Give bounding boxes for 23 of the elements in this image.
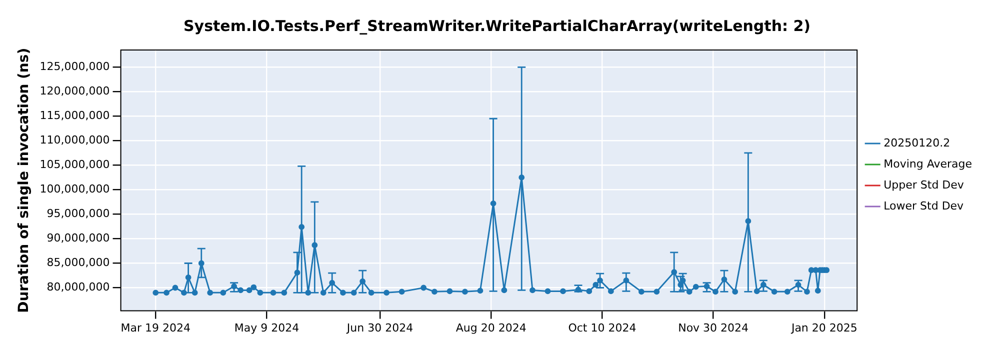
x-tick-label: Jun 30 2024 — [346, 321, 414, 334]
legend-label: 20250120.2 — [884, 136, 950, 150]
y-tick-label: 125,000,000 — [40, 60, 110, 74]
x-tick-label: Nov 30 2024 — [678, 321, 749, 334]
y-tick-label: 110,000,000 — [40, 134, 110, 147]
legend-label: Lower Std Dev — [884, 199, 964, 212]
x-tick-label: Jan 20 2025 — [790, 321, 858, 334]
x-tick-label: Oct 10 2024 — [568, 321, 636, 334]
y-tick-label: 105,000,000 — [40, 158, 110, 172]
y-axis-title: Duration of single invocation (ns) — [16, 48, 32, 313]
y-tick-label: 100,000,000 — [40, 182, 110, 196]
legend-label: Moving Average — [884, 157, 972, 170]
y-tick-label: 115,000,000 — [40, 109, 110, 122]
legend-label: Upper Std Dev — [884, 178, 964, 192]
y-tick-label: 85,000,000 — [46, 256, 110, 270]
x-tick-label: Aug 20 2024 — [456, 321, 526, 334]
x-tick-label: Mar 19 2024 — [120, 321, 191, 334]
y-tick-label: 120,000,000 — [40, 84, 110, 98]
x-tick-label: May 9 2024 — [234, 321, 300, 334]
y-tick-label: 95,000,000 — [46, 207, 110, 220]
y-tick-label: 90,000,000 — [46, 232, 110, 245]
y-tick-label: 80,000,000 — [46, 280, 110, 294]
chart-title: System.IO.Tests.Perf_StreamWriter.WritePartialCharArray(writeLength: 2) — [183, 16, 811, 35]
